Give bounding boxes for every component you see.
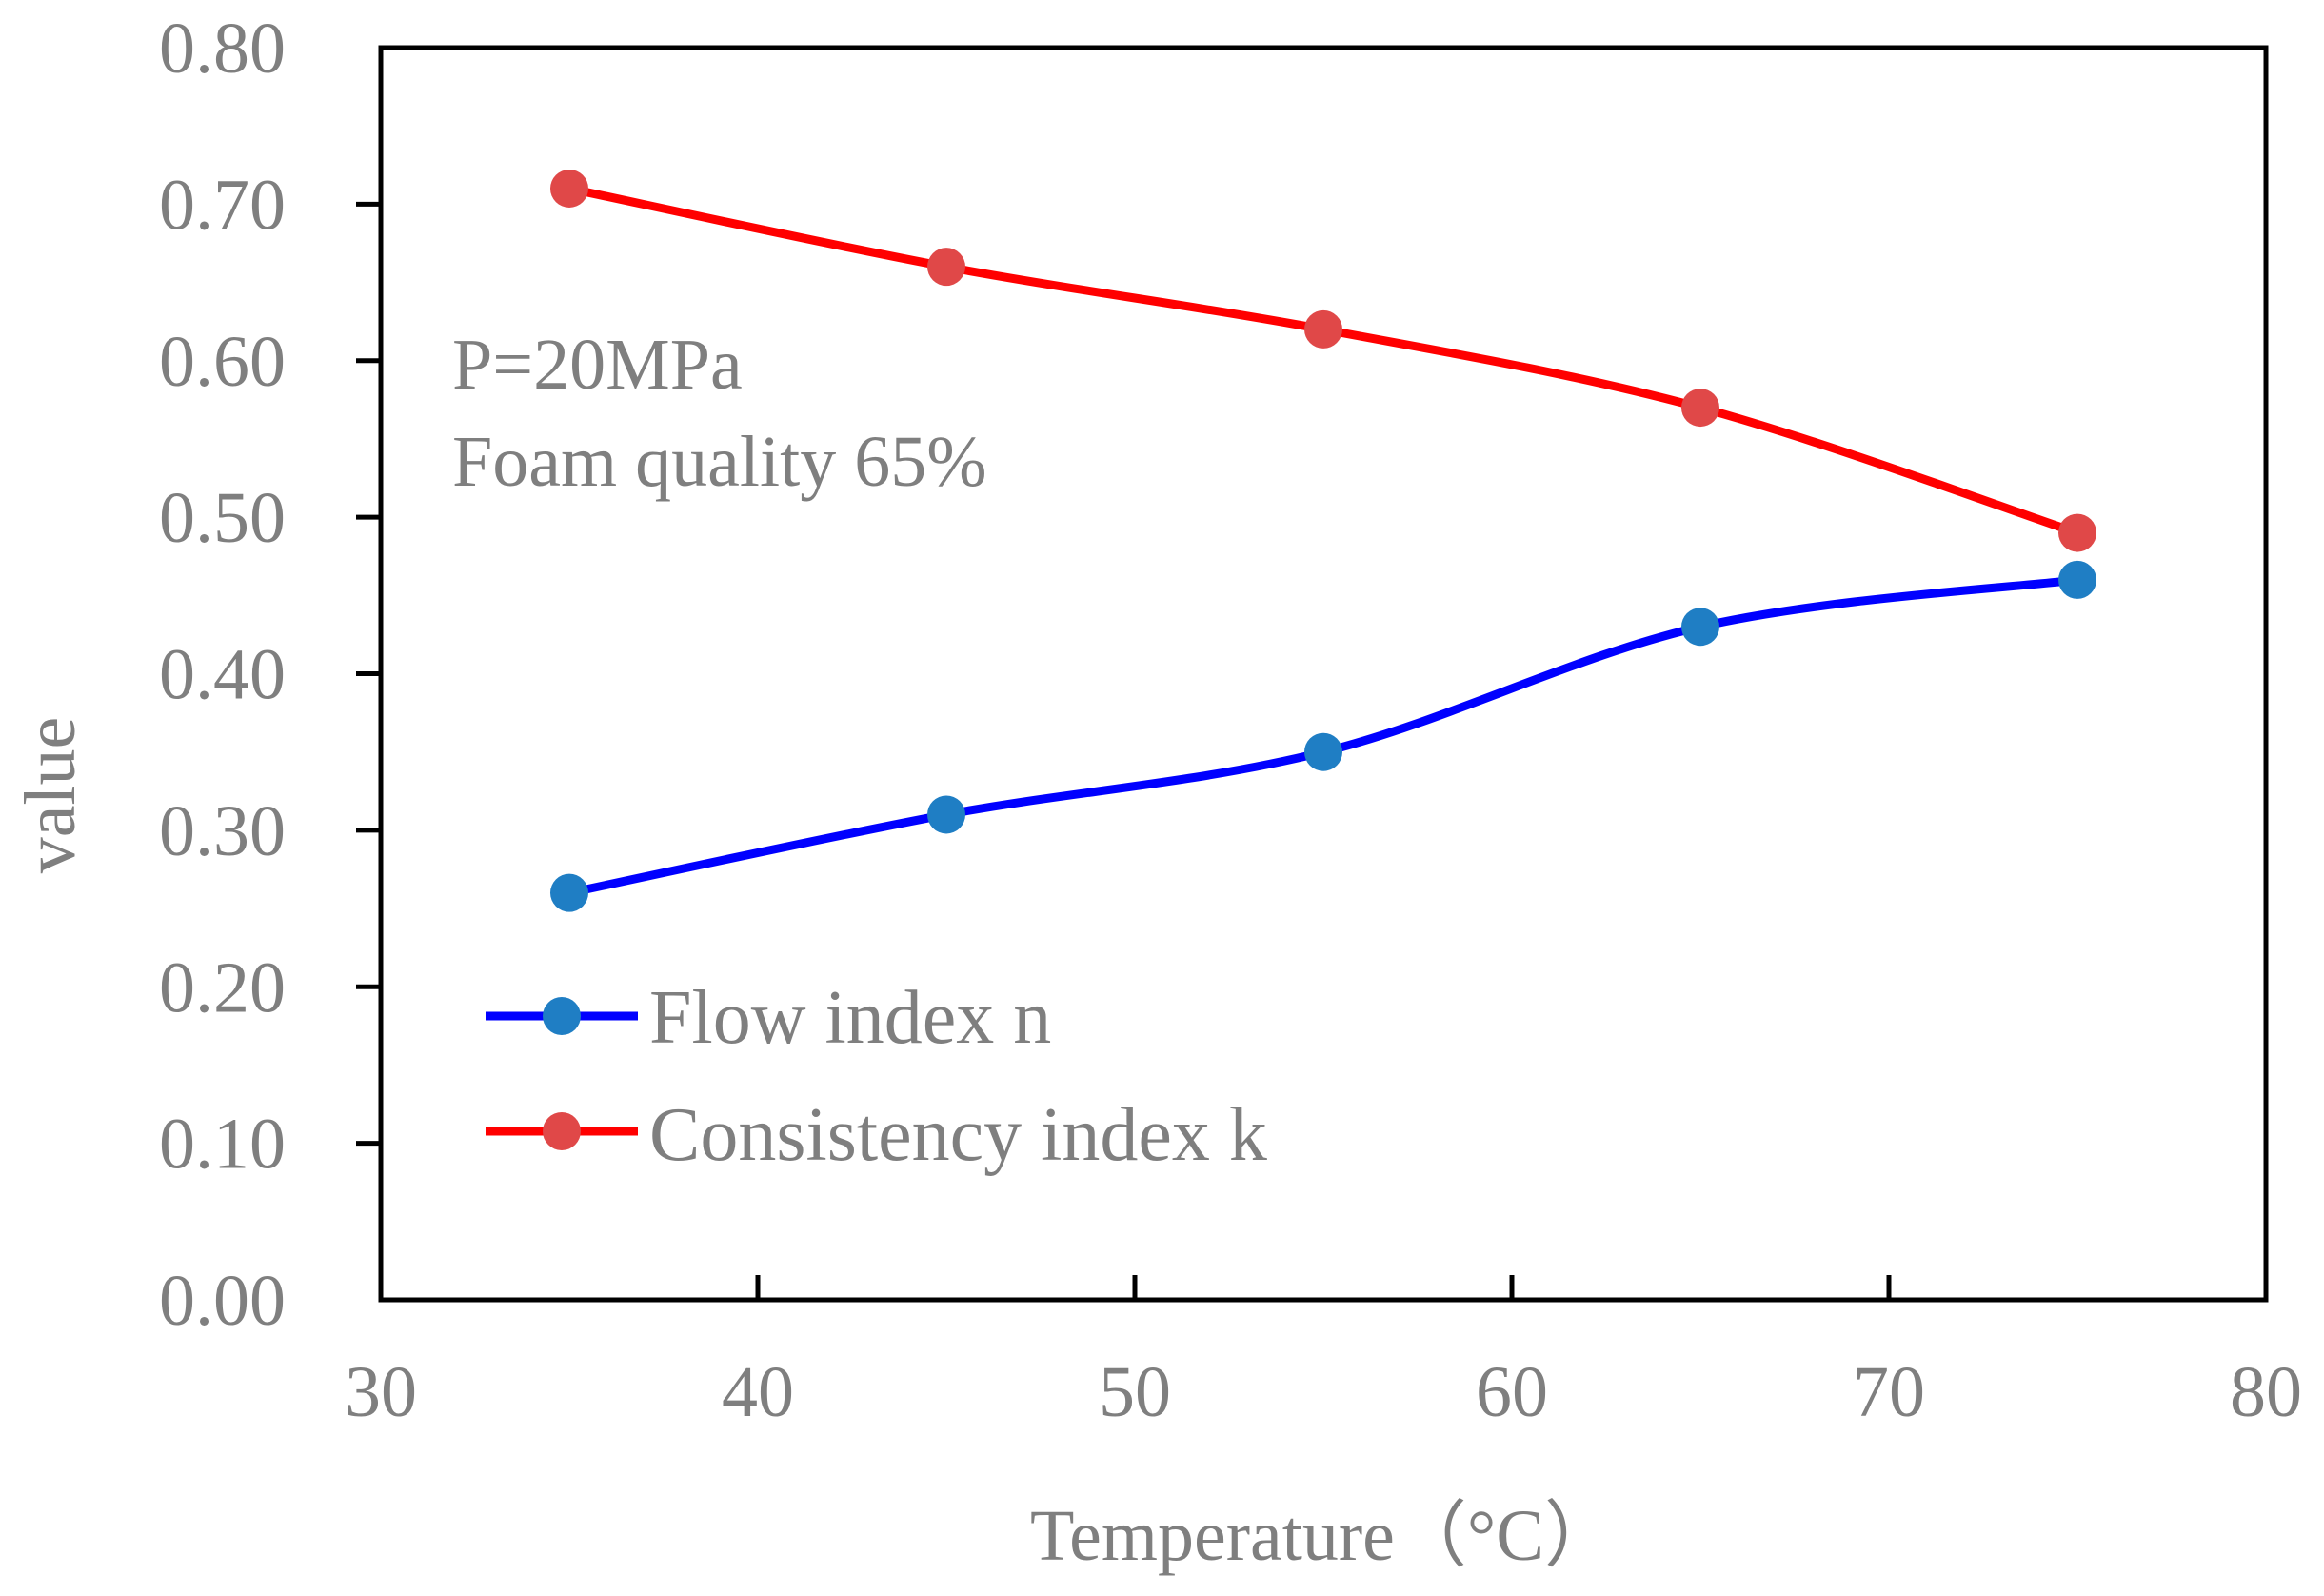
x-axis-title: Temperature（°C） [1030,1496,1617,1576]
legend: Flow index n Consistency index k [486,976,1267,1177]
data-point-flow-index [927,795,965,834]
data-point-flow-index [1304,732,1342,771]
y-axis-title: value [10,717,90,874]
y-tick-label: 0.10 [159,1105,286,1185]
x-tick-label: 80 [2230,1352,2302,1432]
data-point-flow-index [550,873,588,912]
x-tick-label: 40 [722,1352,794,1432]
y-tick-label: 0.30 [159,791,286,871]
data-point-flow-index [2058,560,2096,599]
data-point-consistency-index [927,248,965,287]
y-tick-label: 0.60 [159,322,286,402]
x-axis: 30 40 50 60 70 80 [345,1275,2302,1432]
annotation-foam-quality: Foam quality 65% [452,422,987,502]
data-point-consistency-index [1304,309,1342,349]
annotation-pressure: P=20MPa [452,325,743,405]
y-tick-label: 0.50 [159,478,286,558]
data-point-consistency-index [550,169,588,208]
x-tick-label: 60 [1476,1352,1548,1432]
legend-marker-consistency-index [543,1112,581,1150]
y-axis: 0.00 0.10 0.20 0.30 0.40 0.50 0.60 0.70 0.80 [159,9,381,1341]
y-tick-label: 0.70 [159,165,286,245]
x-tick-label: 30 [345,1352,417,1432]
series-layer [550,169,2096,912]
x-tick-label: 70 [1853,1352,1925,1432]
y-tick-label: 0.00 [159,1261,286,1341]
data-point-consistency-index [2058,513,2096,552]
legend-label-flow-index: Flow index n [649,976,1051,1060]
legend-label-consistency-index: Consistency index k [649,1093,1267,1177]
legend-marker-flow-index [543,997,581,1035]
y-tick-label: 0.20 [159,948,286,1027]
data-point-consistency-index [1681,389,1719,428]
x-tick-label: 50 [1099,1352,1171,1432]
data-point-flow-index [1681,608,1719,647]
plot-area [378,45,2269,1303]
y-tick-label: 0.40 [159,635,286,715]
y-tick-label: 0.80 [159,9,286,89]
